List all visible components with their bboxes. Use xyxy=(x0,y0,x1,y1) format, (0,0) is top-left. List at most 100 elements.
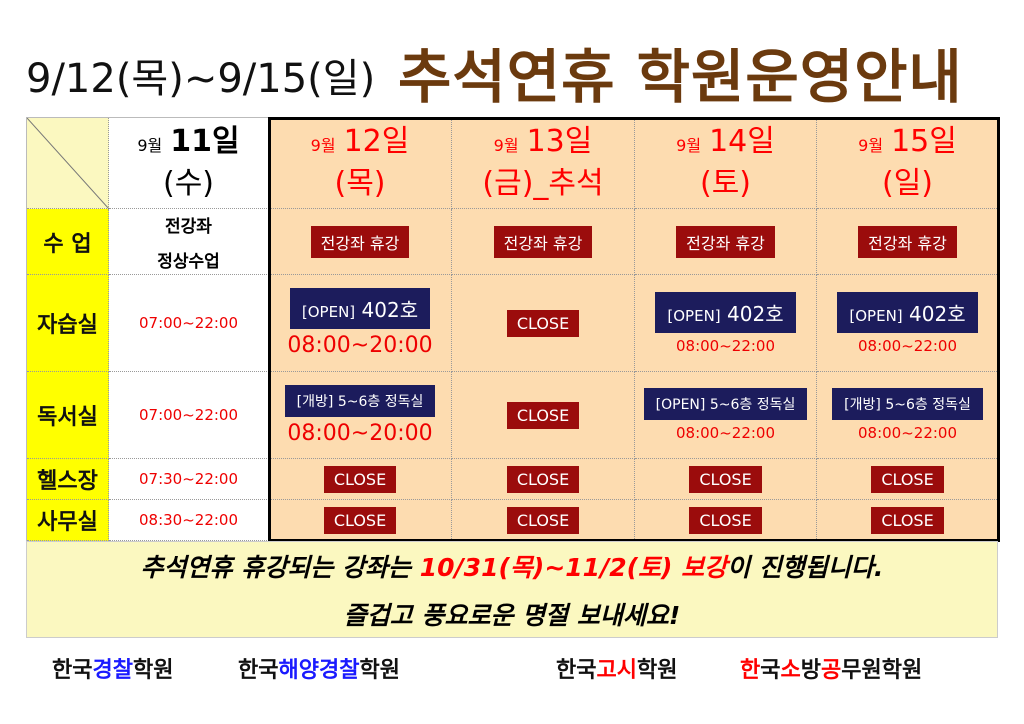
corner-cell xyxy=(27,118,109,209)
text: 추석연휴 휴강되는 강좌는 xyxy=(140,553,420,582)
gym-13: CLOSE xyxy=(452,459,635,500)
academy-coast-guard: 한국해양경찰학원 xyxy=(238,652,400,684)
header-sep-13: 9월 13일 (금)_추석 xyxy=(452,118,635,209)
closed-badge: CLOSE xyxy=(506,506,580,534)
closed-badge: CLOSE xyxy=(323,465,397,493)
badge: [OPEN] xyxy=(849,306,903,325)
room: 402호 xyxy=(727,301,784,326)
t: 소 xyxy=(780,658,801,683)
text: 전강좌 xyxy=(165,216,212,237)
header-sep-15: 9월 15일 (일) xyxy=(817,118,999,209)
open-badge: [OPEN] 402호 xyxy=(655,291,796,333)
room: 5~6층 정독실 xyxy=(885,397,971,413)
room: 402호 xyxy=(909,301,966,326)
day: 14일 xyxy=(709,124,775,159)
header-sep-11: 9월 11일 (수) xyxy=(109,118,269,209)
weekday: (토) xyxy=(699,166,751,201)
academy-police: 한국경찰학원 xyxy=(52,652,173,684)
notice-box: 추석연휴 휴강되는 강좌는 10/31(목)~11/2(토) 보강이 진행됩니다… xyxy=(26,541,998,638)
t: 한국 xyxy=(238,658,279,683)
open-badge: [OPEN] 402호 xyxy=(837,291,978,333)
study-15: [OPEN] 402호 08:00~22:00 xyxy=(817,275,999,372)
open-badge: [OPEN] 402호 xyxy=(289,288,431,329)
t: 방 xyxy=(800,658,821,683)
reading-14: [OPEN] 5~6층 정독실 08:00~22:00 xyxy=(635,372,817,459)
office-12: CLOSE xyxy=(269,500,452,541)
t: 한 xyxy=(740,658,761,683)
t: 한국 xyxy=(556,658,597,683)
month: 9월 xyxy=(858,136,884,155)
closed-badge: CLOSE xyxy=(506,309,580,337)
text: 이 진행됩니다. xyxy=(727,553,884,582)
badge: [OPEN] xyxy=(301,303,356,321)
header-sep-14: 9월 14일 (토) xyxy=(635,118,817,209)
room: 402호 xyxy=(361,298,419,322)
closed-badge: CLOSE xyxy=(506,401,580,429)
t: 해양경찰 xyxy=(278,658,360,683)
holiday-badge: 전강좌 휴강 xyxy=(493,225,593,258)
office-15: CLOSE xyxy=(817,500,999,541)
text: 정상수업 xyxy=(157,251,220,272)
time: 08:00~20:00 xyxy=(287,333,433,358)
t: 국 xyxy=(760,658,781,683)
gym-14: CLOSE xyxy=(635,459,817,500)
reading-normal: 07:00~22:00 xyxy=(109,372,269,459)
reading-15: [개방] 5~6층 정독실 08:00~22:00 xyxy=(817,372,999,459)
t: 공 xyxy=(821,658,842,683)
holiday-badge: 전강좌 휴강 xyxy=(310,225,410,258)
closed-badge: CLOSE xyxy=(689,465,762,493)
gym-12: CLOSE xyxy=(269,459,452,500)
row-label-office: 사무실 xyxy=(27,500,109,541)
class-14: 전강좌 휴강 xyxy=(635,209,817,275)
month: 9월 xyxy=(493,136,519,155)
time: 08:00~22:00 xyxy=(675,424,776,442)
notice-line-1: 추석연휴 휴강되는 강좌는 10/31(목)~11/2(토) 보강이 진행됩니다… xyxy=(27,546,997,590)
closed-badge: CLOSE xyxy=(689,506,762,534)
t: 학원 xyxy=(636,658,678,683)
day: 11일 xyxy=(170,124,240,159)
day: 13일 xyxy=(526,124,593,159)
study-normal: 07:00~22:00 xyxy=(109,275,269,372)
badge: [OPEN] xyxy=(667,306,721,325)
open-badge: [개방] 5~6층 정독실 xyxy=(284,384,436,417)
office-13: CLOSE xyxy=(452,500,635,541)
day: 15일 xyxy=(891,124,957,159)
page-title: 추석연휴 학원운영안내 xyxy=(398,43,963,111)
reading-13: CLOSE xyxy=(452,372,635,459)
class-15: 전강좌 휴강 xyxy=(817,209,999,275)
row-label-gym: 헬스장 xyxy=(27,459,109,500)
badge: [개방] xyxy=(844,397,881,413)
closed-badge: CLOSE xyxy=(871,465,944,493)
closed-badge: CLOSE xyxy=(506,465,580,493)
holiday-badge: 전강좌 휴강 xyxy=(858,225,957,258)
t: 학원 xyxy=(359,658,400,683)
row-label-class: 수 업 xyxy=(27,209,109,275)
weekday: (금)_추석 xyxy=(482,166,604,201)
t: 경찰 xyxy=(92,658,133,683)
closed-badge: CLOSE xyxy=(871,506,944,534)
weekday: (일) xyxy=(881,166,933,201)
gym-normal: 07:30~22:00 xyxy=(109,459,269,500)
room: 5~6층 정독실 xyxy=(337,393,424,410)
office-normal: 08:30~22:00 xyxy=(109,500,269,541)
study-14: [OPEN] 402호 08:00~22:00 xyxy=(635,275,817,372)
weekday: (수) xyxy=(162,166,214,201)
time: 08:00~22:00 xyxy=(857,424,958,442)
t: 무원학원 xyxy=(841,658,923,683)
open-badge: [OPEN] 5~6층 정독실 xyxy=(643,388,808,420)
schedule-table: 9월 11일 (수) 9월 12일 (목) 9월 13일 (금)_추석 9월 14일 (토) 9… xyxy=(26,117,1000,542)
time: 08:00~22:00 xyxy=(675,336,776,355)
class-12: 전강좌 휴강 xyxy=(269,209,452,275)
office-14: CLOSE xyxy=(635,500,817,541)
time: 08:00~22:00 xyxy=(857,336,958,355)
reading-12: [개방] 5~6층 정독실 08:00~20:00 xyxy=(269,372,452,459)
t: 한국 xyxy=(52,658,93,683)
t: 고시 xyxy=(596,658,637,683)
badge: [개방] xyxy=(296,393,334,410)
weekday: (목) xyxy=(334,166,386,201)
month: 9월 xyxy=(137,136,163,155)
academy-fire: 한국소방공무원학원 xyxy=(740,652,922,684)
makeup-dates: 10/31(목)~11/2(토) 보강 xyxy=(419,553,728,582)
class-13: 전강좌 휴강 xyxy=(452,209,635,275)
